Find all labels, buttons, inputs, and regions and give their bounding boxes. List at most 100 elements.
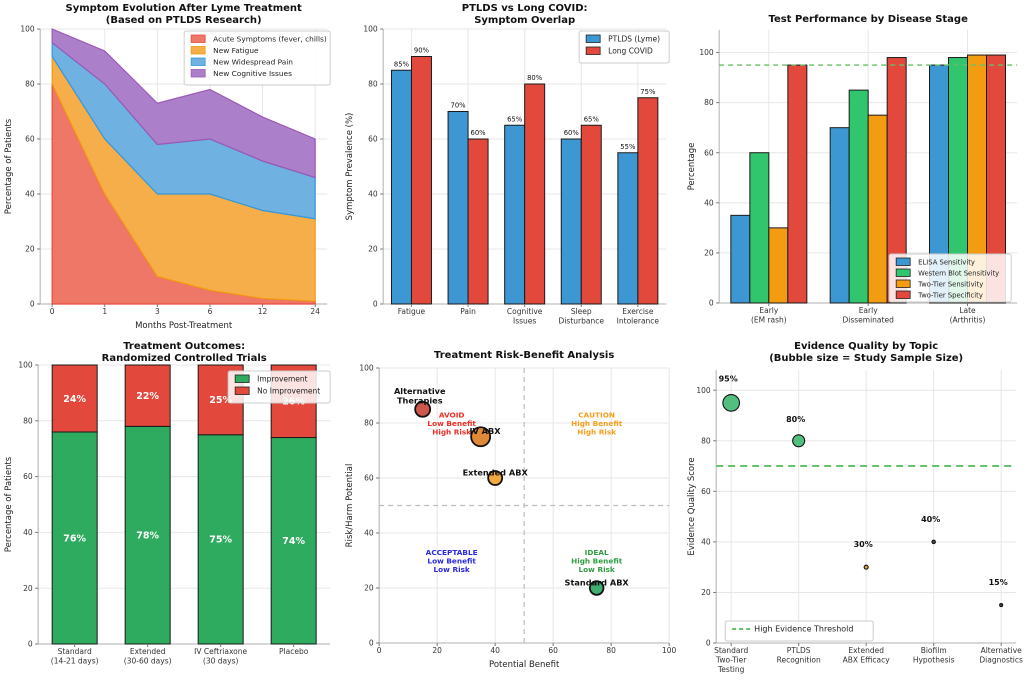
y-axis-label: Percentage of Patients: [4, 456, 14, 552]
legend-label: PTLDS (Lyme): [608, 35, 660, 44]
panel-ptlds-vs-long-covid: 0 20 40 60 80 100 PTLDS vs Long COVID: Symptom …: [341, 0, 682, 340]
bar: [561, 138, 583, 305]
legend-box: [227, 370, 331, 404]
x-tick-label: 0: [50, 307, 55, 316]
chart-title: (Based on PTLDS Research): [106, 15, 262, 26]
quadrant-label: ACCEPTABLE: [426, 548, 478, 557]
x-tick-label: 1: [102, 307, 107, 316]
bar: [985, 54, 1006, 304]
bar: [411, 56, 433, 305]
panel-risk-benefit: 0 20 40 60 80 100 Treatment Risk-Benefit Analy…: [341, 340, 682, 680]
bubble-value-label: 40%: [921, 515, 940, 524]
y-axis-label: Symptom Prevalence (%): [345, 113, 355, 221]
bar: [467, 138, 489, 305]
bar-segment: [51, 364, 98, 433]
bar-value-label: 60%: [564, 129, 580, 137]
y-tick-label: 0: [28, 640, 33, 649]
legend-swatch: [586, 46, 601, 55]
x-tick-label: Two-Tier: [715, 656, 747, 665]
legend: Improvement No Improvement: [227, 370, 331, 404]
x-tick-label: (30 days): [203, 657, 239, 666]
legend-label: Two-Tier Specificity: [917, 292, 983, 300]
panel-test-performance: 0 20 40 60 80 100 Test Performance by Disease …: [683, 0, 1024, 340]
x-tick-label: Diagnostics: [979, 656, 1023, 665]
bar: [504, 124, 526, 305]
y-tick-label: 60: [364, 474, 374, 483]
x-tick-label: Extended: [848, 646, 884, 655]
y-tick-label: 100: [696, 386, 711, 395]
y-tick-label: 60: [23, 472, 33, 481]
bar: [447, 111, 469, 305]
bubble-point: [998, 603, 1003, 608]
legend-label: High Evidence Threshold: [754, 625, 853, 634]
x-tick-label: Issues: [513, 317, 536, 326]
y-tick-label: 100: [699, 48, 714, 57]
chart-test-performance: 0 20 40 60 80 100 Test Performance by Disease …: [687, 14, 1017, 325]
quadrant-label: High Benefit: [571, 557, 623, 566]
bar: [617, 152, 639, 305]
y-tick-label: 60: [368, 135, 378, 144]
x-tick-label: 6: [208, 307, 213, 316]
y-tick-label: 100: [18, 361, 33, 370]
x-tick-label: Extended: [130, 647, 166, 656]
x-tick-label: Placebo: [279, 647, 309, 656]
quadrant-label: Low Risk: [579, 565, 615, 574]
bar: [848, 89, 869, 304]
legend-swatch: [895, 290, 911, 299]
y-tick-label: 80: [23, 416, 33, 425]
x-tick-label: (30-60 days): [124, 657, 172, 666]
bar: [767, 227, 788, 304]
x-tick-label: (14-21 days): [51, 657, 99, 666]
bar-value-label: 70%: [451, 102, 467, 110]
x-tick-label: PTLDS: [786, 646, 810, 655]
bubble-point: [931, 539, 936, 545]
quadrant-label: High Risk: [578, 428, 617, 437]
x-tick-label: Pain: [461, 307, 477, 316]
legend: PTLDS (Lyme) Long COVID: [578, 30, 670, 64]
bar-segment: [124, 364, 171, 427]
legend-swatch: [586, 34, 601, 43]
chart-title: Symptom Overlap: [475, 15, 576, 26]
x-tick-label: Exercise: [623, 307, 655, 316]
legend-swatch: [190, 34, 206, 43]
x-tick-label: Disturbance: [559, 317, 605, 326]
chart-title: Test Performance by Disease Stage: [768, 14, 968, 25]
x-tick-label: Biofilm: [920, 646, 946, 655]
x-tick-label: 24: [310, 307, 320, 316]
legend-swatch: [895, 257, 911, 266]
x-tick-label: (Arthritis): [949, 316, 985, 325]
legend: ELISA Sensitivity Western Blot Sensitivit…: [888, 253, 1012, 303]
data-point: [487, 470, 504, 486]
y-tick-label: 80: [701, 436, 711, 445]
y-tick-label: 100: [20, 25, 35, 34]
bar-value-label: 80%: [527, 74, 543, 82]
bubble-value-label: 95%: [718, 375, 737, 384]
point-label: IV ABX: [470, 426, 502, 436]
panel-treatment-outcomes: 0 20 40 60 80 100 Treatment Outcomes: Randomize…: [0, 340, 341, 680]
y-tick-label: 40: [25, 190, 35, 199]
y-tick-label: 20: [364, 584, 374, 593]
point-label: Standard ABX: [565, 577, 630, 587]
x-tick-label: Early: [759, 306, 779, 315]
y-tick-label: 0: [30, 300, 35, 309]
x-tick-label: Recognition: [776, 656, 820, 665]
y-tick-label: 60: [25, 135, 35, 144]
bar: [637, 97, 659, 305]
segment-value-label: 25%: [209, 395, 232, 406]
quadrant-label: Low Benefit: [428, 557, 477, 566]
legend-label: Improvement: [257, 375, 308, 384]
legend-label: New Widespread Pain: [213, 58, 293, 67]
bar-value-label: 75%: [641, 88, 657, 96]
bar: [867, 114, 888, 304]
legend-label: Acute Symptoms (fever, chills): [213, 35, 327, 44]
legend-box: [183, 30, 331, 86]
y-tick-label: 40: [704, 198, 714, 207]
bar-value-label: 90%: [414, 47, 430, 55]
x-tick-label: Cognitive: [507, 307, 543, 316]
y-tick-label: 40: [701, 537, 711, 546]
y-tick-label: 0: [373, 300, 378, 309]
bar-value-label: 85%: [394, 60, 410, 68]
panel-evidence-quality: 0 20 40 60 80 100 Evidence Quality by Topic (Bu…: [683, 340, 1024, 680]
